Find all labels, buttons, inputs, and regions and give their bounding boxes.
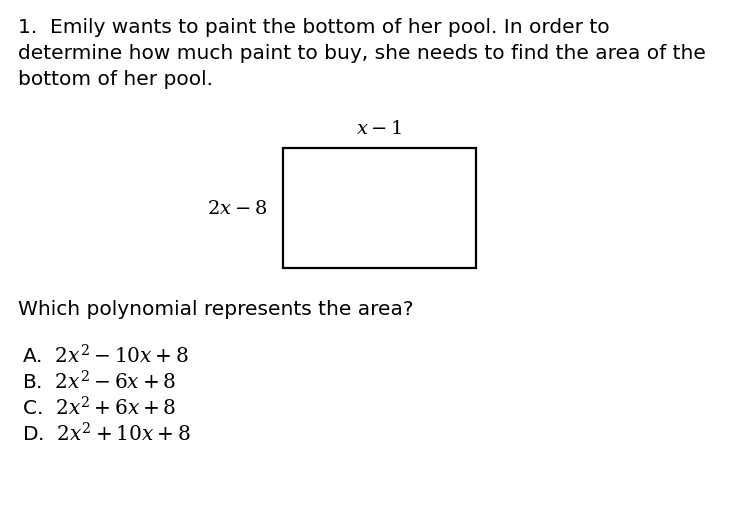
Text: Which polynomial represents the area?: Which polynomial represents the area?	[18, 300, 414, 319]
Text: $x - 1$: $x - 1$	[356, 119, 402, 138]
Bar	[283, 148, 476, 268]
Text: 1.  Emily wants to paint the bottom of her pool. In order to: 1. Emily wants to paint the bottom of he…	[18, 18, 610, 37]
Text: C.  $2x^2 + 6x + 8$: C. $2x^2 + 6x + 8$	[22, 396, 177, 419]
Text: bottom of her pool.: bottom of her pool.	[18, 70, 213, 89]
Text: A.  $2x^2 - 10x + 8$: A. $2x^2 - 10x + 8$	[22, 344, 189, 367]
Text: $2x - 8$: $2x - 8$	[206, 199, 267, 217]
Text: D.  $2x^2 + 10x + 8$: D. $2x^2 + 10x + 8$	[22, 422, 191, 445]
Text: determine how much paint to buy, she needs to find the area of the: determine how much paint to buy, she nee…	[18, 44, 706, 63]
Text: B.  $2x^2 - 6x + 8$: B. $2x^2 - 6x + 8$	[22, 370, 177, 393]
